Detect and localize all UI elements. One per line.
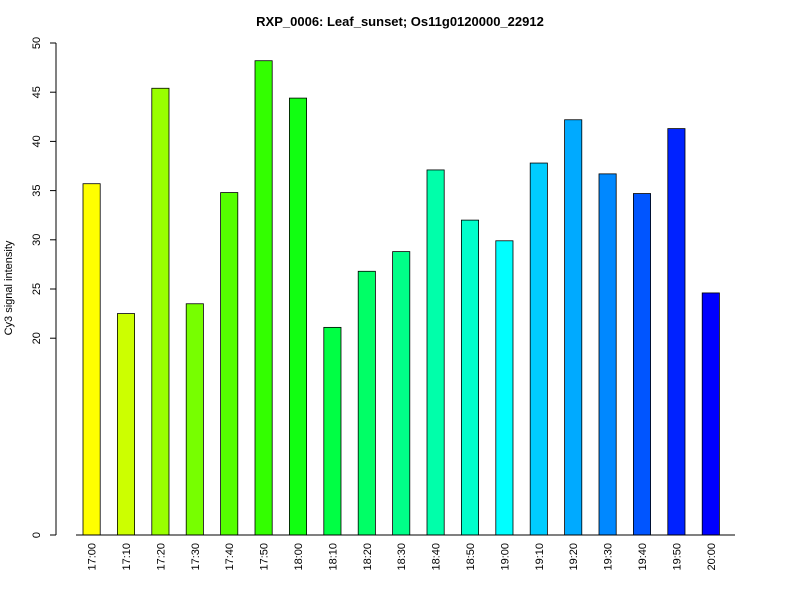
bar-1840 (426, 169, 445, 536)
y-tick-label: 50 (31, 37, 43, 49)
chart-title: RXP_0006: Leaf_sunset; Os11g0120000_2291… (256, 14, 544, 29)
y-tick-label: 40 (31, 135, 43, 147)
y-tick-label: 45 (31, 86, 43, 98)
x-tick-label: 19:50 (671, 543, 683, 571)
y-tick-label: 25 (31, 283, 43, 295)
bar-1950 (667, 128, 686, 536)
bar-1740 (220, 192, 239, 536)
bar-1730 (185, 303, 204, 536)
x-tick-label: 17:00 (87, 543, 99, 571)
x-tick-label: 19:20 (568, 543, 580, 571)
x-tick-label: 17:20 (155, 543, 167, 571)
x-tick-label: 19:00 (499, 543, 511, 571)
y-tick-label: 0 (31, 532, 43, 538)
y-axis-label: Cy3 signal intensity (3, 240, 15, 335)
y-tick-label: 35 (31, 184, 43, 196)
bar-2000 (701, 292, 720, 536)
x-axis: 17:00 17:10 17:20 17:30 17:40 17:50 18:00 18:10… (76, 534, 735, 571)
x-tick-label: 17:30 (190, 543, 202, 571)
bar-1910 (529, 162, 548, 536)
bar-1930 (598, 173, 617, 536)
x-tick-label: 17:50 (259, 543, 271, 571)
bars (82, 60, 720, 536)
x-tick-label: 19:10 (534, 543, 546, 571)
x-tick-label: 18:00 (293, 543, 305, 571)
bar-1700 (82, 183, 101, 536)
x-tick-label: 18:10 (327, 543, 339, 571)
x-tick-label: 18:20 (362, 543, 374, 571)
bar-1810 (323, 326, 342, 536)
x-tick-label: 17:10 (121, 543, 133, 571)
bar-1920 (564, 119, 583, 536)
bar-1900 (495, 240, 514, 536)
bar-1800 (288, 97, 307, 536)
bar-1850 (460, 219, 479, 536)
bar-1750 (254, 60, 273, 536)
y-tick-label: 20 (31, 332, 43, 344)
bar-1940 (633, 193, 652, 536)
bar-1820 (357, 270, 376, 536)
x-tick-label: 18:50 (465, 543, 477, 571)
x-tick-label: 17:40 (224, 543, 236, 571)
y-axis: 0 20 25 30 35 40 45 50 (31, 37, 57, 538)
bar-1830 (392, 251, 411, 536)
bar-1710 (117, 313, 136, 536)
y-tick-label: 30 (31, 234, 43, 246)
x-tick-label: 19:40 (637, 543, 649, 571)
x-tick-label: 19:30 (603, 543, 615, 571)
bar-1720 (151, 87, 170, 536)
x-tick-label: 20:00 (706, 543, 718, 571)
x-tick-label: 18:40 (431, 543, 443, 571)
x-tick-label: 18:30 (396, 543, 408, 571)
